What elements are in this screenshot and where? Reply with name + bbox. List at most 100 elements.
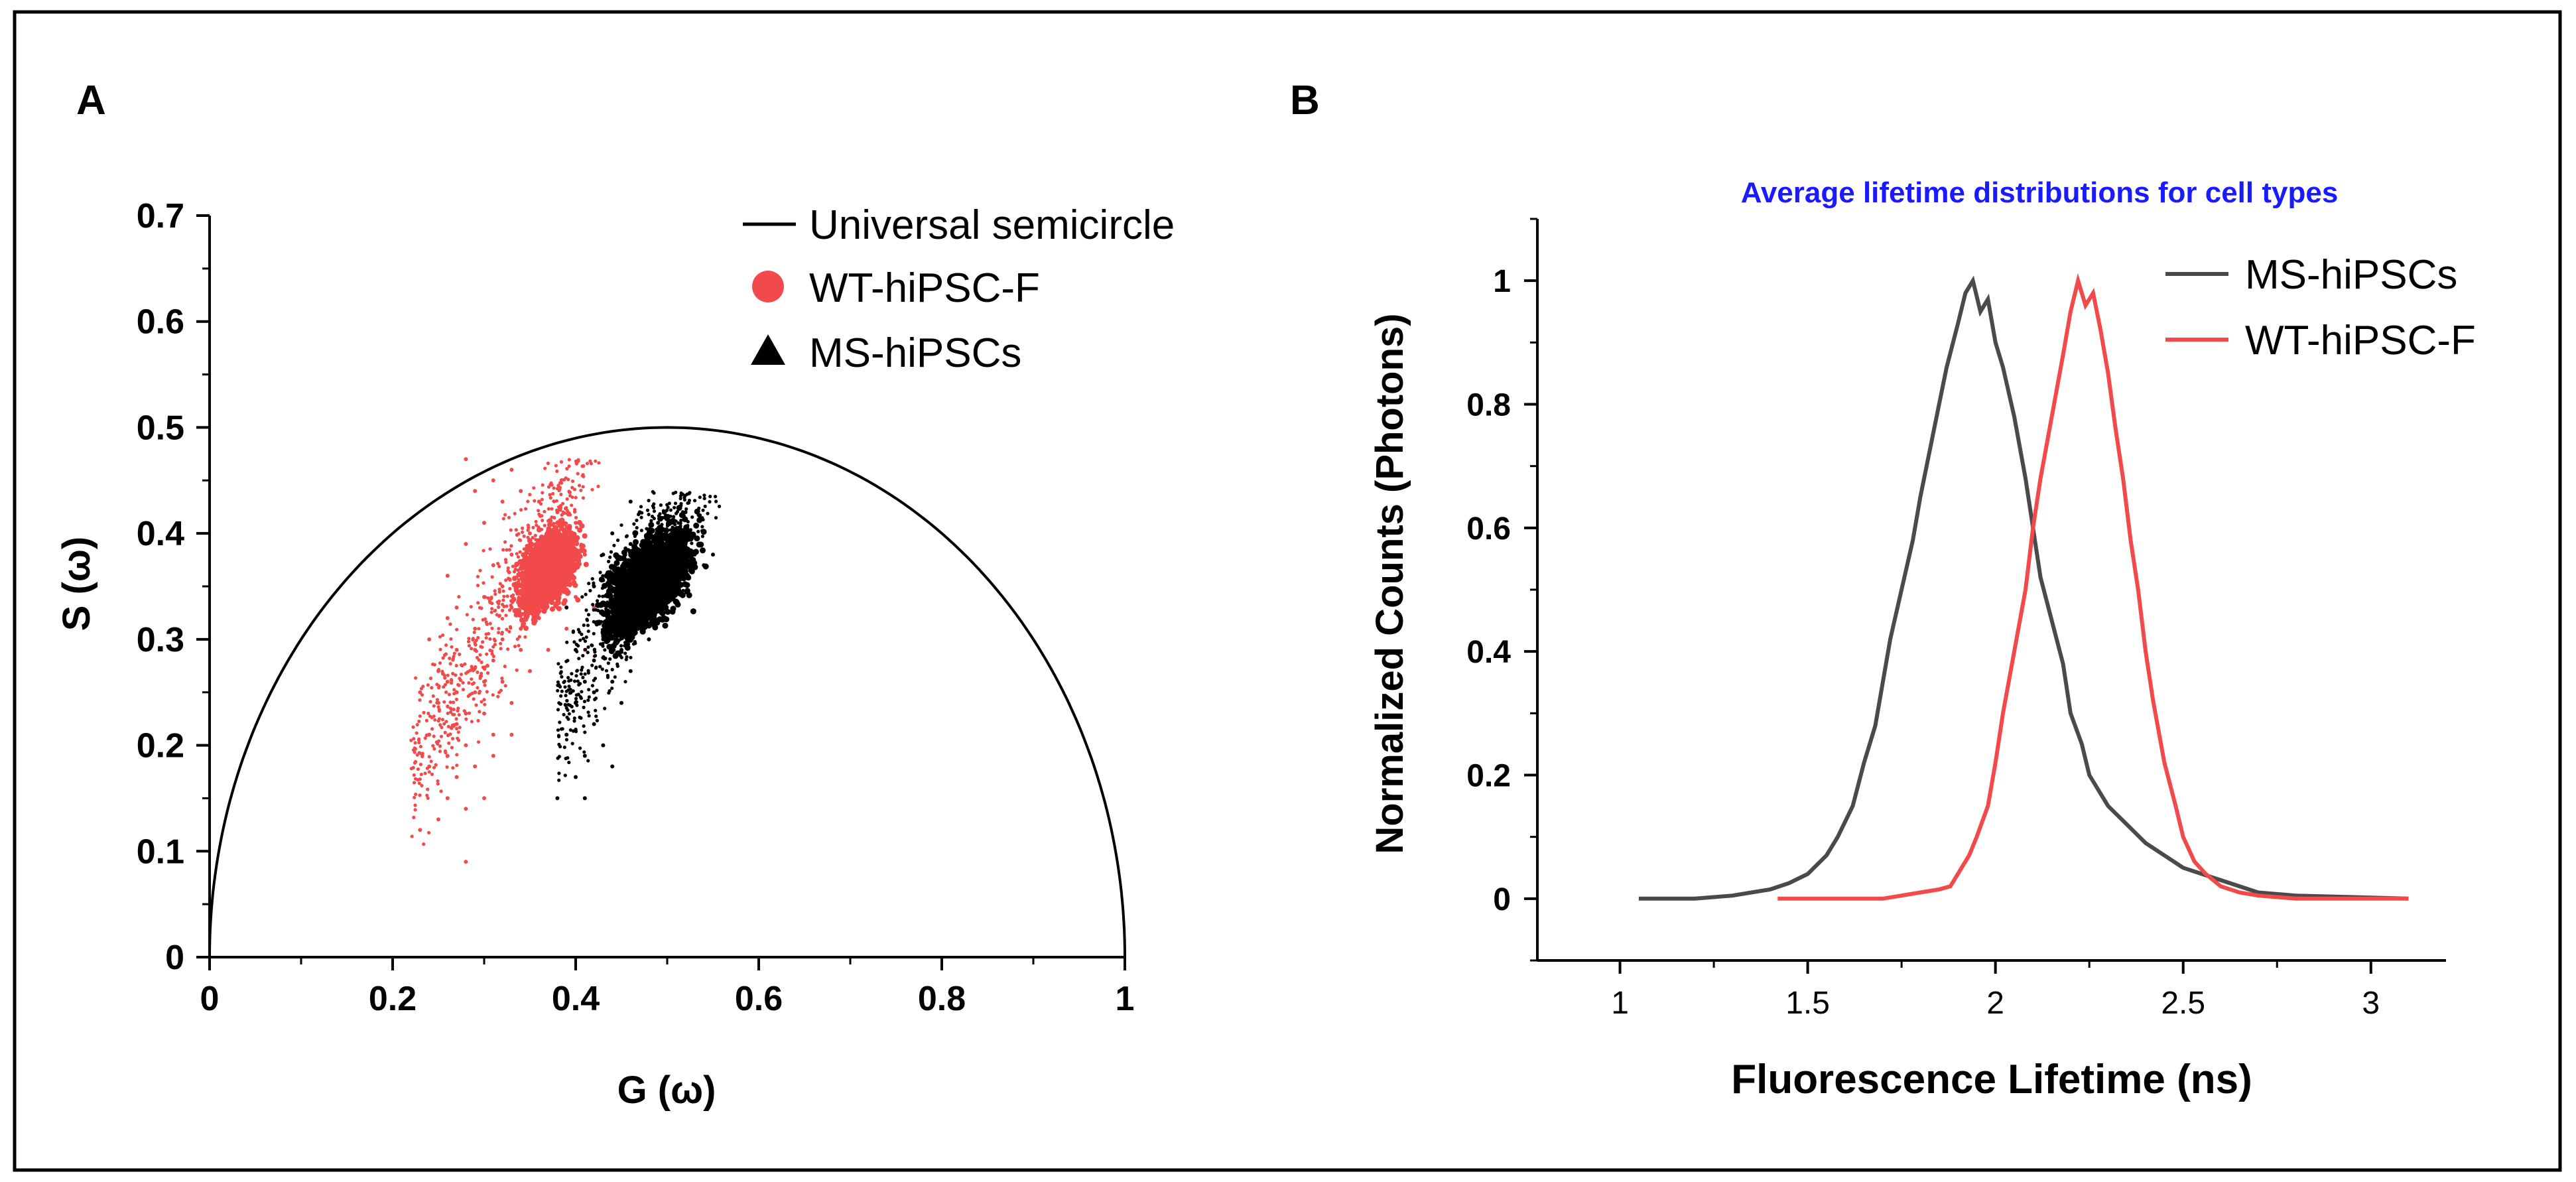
scatter-point [572,488,577,492]
scatter-point [482,698,486,702]
series-ms-hipscs [555,490,722,801]
scatter-point [560,478,564,482]
scatter-point [447,741,451,745]
scatter-point [436,817,440,822]
scatter-point [477,691,482,695]
scatter-point [505,548,509,552]
scatter-point [428,700,432,704]
scatter-point [423,771,427,775]
scatter-point [564,506,568,510]
scatter-point [418,690,422,694]
scatter-point [467,643,472,648]
scatter-point [532,582,536,586]
scatter-point [567,458,571,462]
panel-label-a: A [76,78,106,123]
scatter-point [444,751,448,755]
scatter-point [609,575,615,582]
scatter-point [497,587,501,592]
scatter-point [458,726,462,730]
scatter-point [454,690,459,694]
scatter-point [509,528,513,532]
scatter-point [489,596,493,600]
scatter-point [547,522,552,528]
scatter-point [488,637,492,641]
scatter-point [547,519,550,523]
scatter-point [505,627,509,631]
scatter-point [419,772,423,777]
scatter-point [436,669,440,673]
scatter-point [537,580,541,584]
scatter-point [505,594,509,598]
scatter-point [509,605,514,610]
scatter-point [565,509,570,513]
scatter-point [451,766,455,770]
scatter-point [470,677,474,681]
scatter-point [427,764,432,769]
scatter-point [476,584,480,588]
scatter-point [446,724,451,728]
scatter-point [531,560,537,565]
scatter-point [576,549,582,555]
scatter-point [464,457,468,462]
scatter-point [549,606,555,612]
scatter-point [412,737,416,741]
scatter-point [500,584,505,588]
scatter-point [449,637,453,641]
scatter-point [490,652,494,656]
scatter-point [561,510,565,514]
scatter-point [477,658,481,662]
phasor-plot: 0 0.2 0.4 0.6 0.8 1 00.10.20.30.40.50.60.7 G … [55,197,1175,1112]
scatter-point [523,614,529,620]
scatter-point [567,464,571,468]
scatter-point [573,509,577,513]
scatter-point [447,692,452,696]
scatter-point [423,736,427,740]
scatter-point [559,460,564,464]
scatter-point [520,591,524,595]
scatter-point [540,578,544,582]
scatter-point [531,549,537,555]
scatter-point [427,770,431,774]
scatter-point [442,653,447,657]
scatter-point [542,565,546,569]
scatter-point [482,679,486,684]
scatter-point [461,688,466,692]
scatter-point [564,588,570,594]
scatter-point [432,765,436,769]
scatter-point [526,499,530,503]
scatter-point [500,499,505,504]
scatter-point [464,717,468,721]
scatter-point [465,613,469,617]
scatter-point [438,750,442,754]
scatter-point [554,499,559,503]
scatter-point [417,740,421,745]
scatter-point [482,549,485,553]
scatter-point [434,763,438,767]
scatter-point [454,717,458,721]
scatter-point [420,693,424,697]
scatter-point [428,677,433,681]
scatter-point [519,508,523,512]
scatter-point [496,694,500,698]
scatter-point [473,489,478,493]
scatter-point [537,616,541,620]
scatter-point [557,524,561,528]
scatter-point [503,540,507,544]
scatter-point [554,521,558,525]
scatter-point [454,722,459,726]
scatter-point [420,783,424,787]
scatter-point [426,787,430,791]
scatter-point [565,467,569,471]
scatter-point [547,545,551,549]
scatter-point [485,690,489,694]
scatter-point [574,595,578,599]
scatter-point [670,606,676,612]
scatter-point [520,618,525,622]
scatter-point [533,533,537,538]
scatter-point [571,580,577,586]
scatter-point [433,718,437,722]
scatter-point [546,556,550,560]
scatter-point [444,690,448,694]
scatter-point [486,596,490,600]
scatter-point [476,574,480,578]
